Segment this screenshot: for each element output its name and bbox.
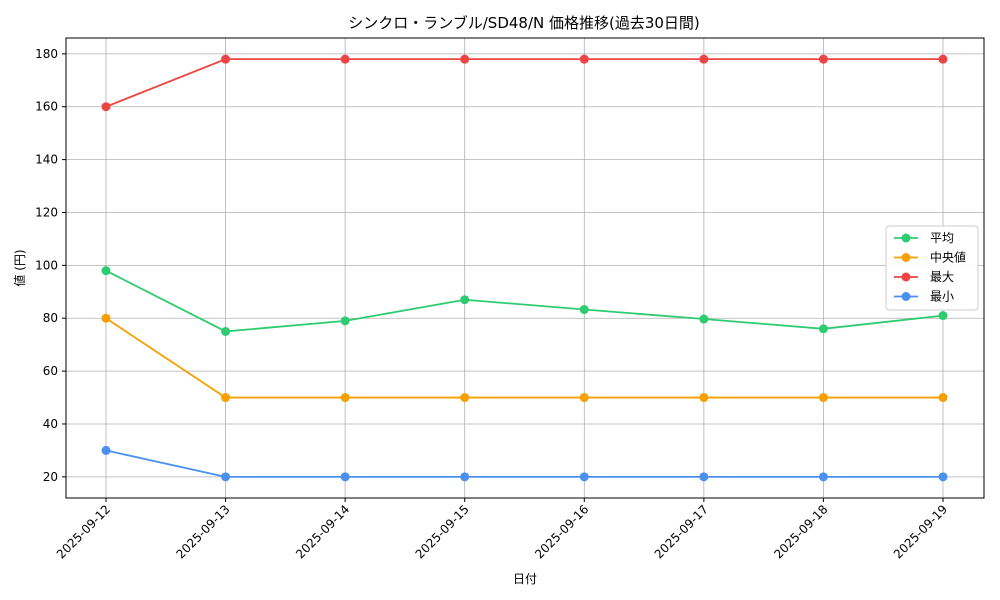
series-3	[101, 445, 948, 482]
data-point	[460, 472, 470, 482]
data-point	[340, 472, 350, 482]
x-tick-label: 2025-09-17	[652, 502, 711, 561]
legend-marker	[901, 272, 911, 282]
y-tick-label: 160	[35, 100, 58, 114]
legend-label: 最大	[930, 270, 954, 284]
data-point	[818, 393, 828, 403]
data-point	[818, 54, 828, 64]
x-axis-title: 日付	[513, 572, 537, 586]
legend-box	[885, 225, 979, 311]
series-line	[105, 58, 943, 108]
data-point	[818, 472, 828, 482]
legend-marker	[901, 233, 911, 243]
x-tick-label: 2025-09-19	[891, 502, 950, 561]
data-point	[699, 314, 709, 324]
data-point	[221, 472, 231, 482]
data-point	[340, 316, 350, 326]
y-tick-label: 100	[35, 258, 58, 272]
data-point	[460, 295, 470, 305]
y-tick-label: 80	[43, 311, 58, 325]
data-point	[699, 393, 709, 403]
y-axis-title: 値 (円)	[12, 249, 27, 286]
x-tick-label: 2025-09-18	[771, 502, 830, 561]
data-point	[221, 54, 231, 64]
data-point	[699, 54, 709, 64]
legend-label: 平均	[930, 231, 954, 245]
data-point	[818, 324, 828, 334]
data-point	[221, 393, 231, 403]
legend-marker	[901, 253, 911, 262]
x-tick-label: 2025-09-12	[54, 502, 113, 561]
data-point	[699, 472, 709, 482]
series-2	[101, 54, 948, 112]
data-point	[340, 54, 350, 64]
plot-area-frame	[65, 37, 985, 499]
data-point	[579, 305, 589, 315]
grid-lines	[66, 38, 984, 498]
data-point	[101, 313, 111, 323]
data-point	[579, 472, 589, 482]
chart-title: シンクロ・ランブル/SD48/N 価格推移(過去30日間)	[348, 14, 700, 32]
data-point	[101, 445, 111, 455]
legend-marker	[901, 292, 911, 301]
y-tick-label: 60	[43, 364, 58, 378]
x-tick-label: 2025-09-16	[532, 502, 591, 561]
series-layer	[101, 54, 948, 482]
series-0	[101, 266, 948, 336]
data-point	[938, 393, 948, 403]
series-line	[105, 269, 944, 333]
series-line	[105, 449, 943, 478]
y-tick-label: 140	[35, 153, 58, 167]
data-point	[101, 266, 111, 276]
y-tick-label: 40	[43, 417, 58, 431]
data-point	[579, 54, 589, 64]
data-point	[460, 393, 470, 403]
y-tick-label: 180	[35, 47, 58, 61]
x-tick-label: 2025-09-13	[173, 502, 232, 561]
x-tick-label: 2025-09-15	[413, 502, 472, 561]
series-line	[105, 317, 943, 399]
legend-label: 最小	[930, 290, 954, 304]
data-point	[340, 393, 350, 403]
data-point	[579, 393, 589, 403]
y-tick-label: 20	[43, 470, 58, 484]
legend-label: 中央値	[930, 250, 966, 265]
x-tick-label: 2025-09-14	[293, 502, 352, 561]
data-point	[460, 54, 470, 64]
data-point	[101, 102, 111, 112]
data-point	[221, 326, 231, 336]
y-axis: 20 40 60 80 100 120 140 160 180	[35, 47, 66, 484]
y-tick-label: 120	[35, 205, 58, 219]
series-1	[101, 313, 948, 403]
data-point	[938, 311, 948, 321]
x-axis: 2025-09-12 2025-09-13 2025-09-14 2025-09-15…	[54, 498, 950, 561]
data-point	[938, 472, 948, 482]
data-point	[938, 54, 948, 64]
